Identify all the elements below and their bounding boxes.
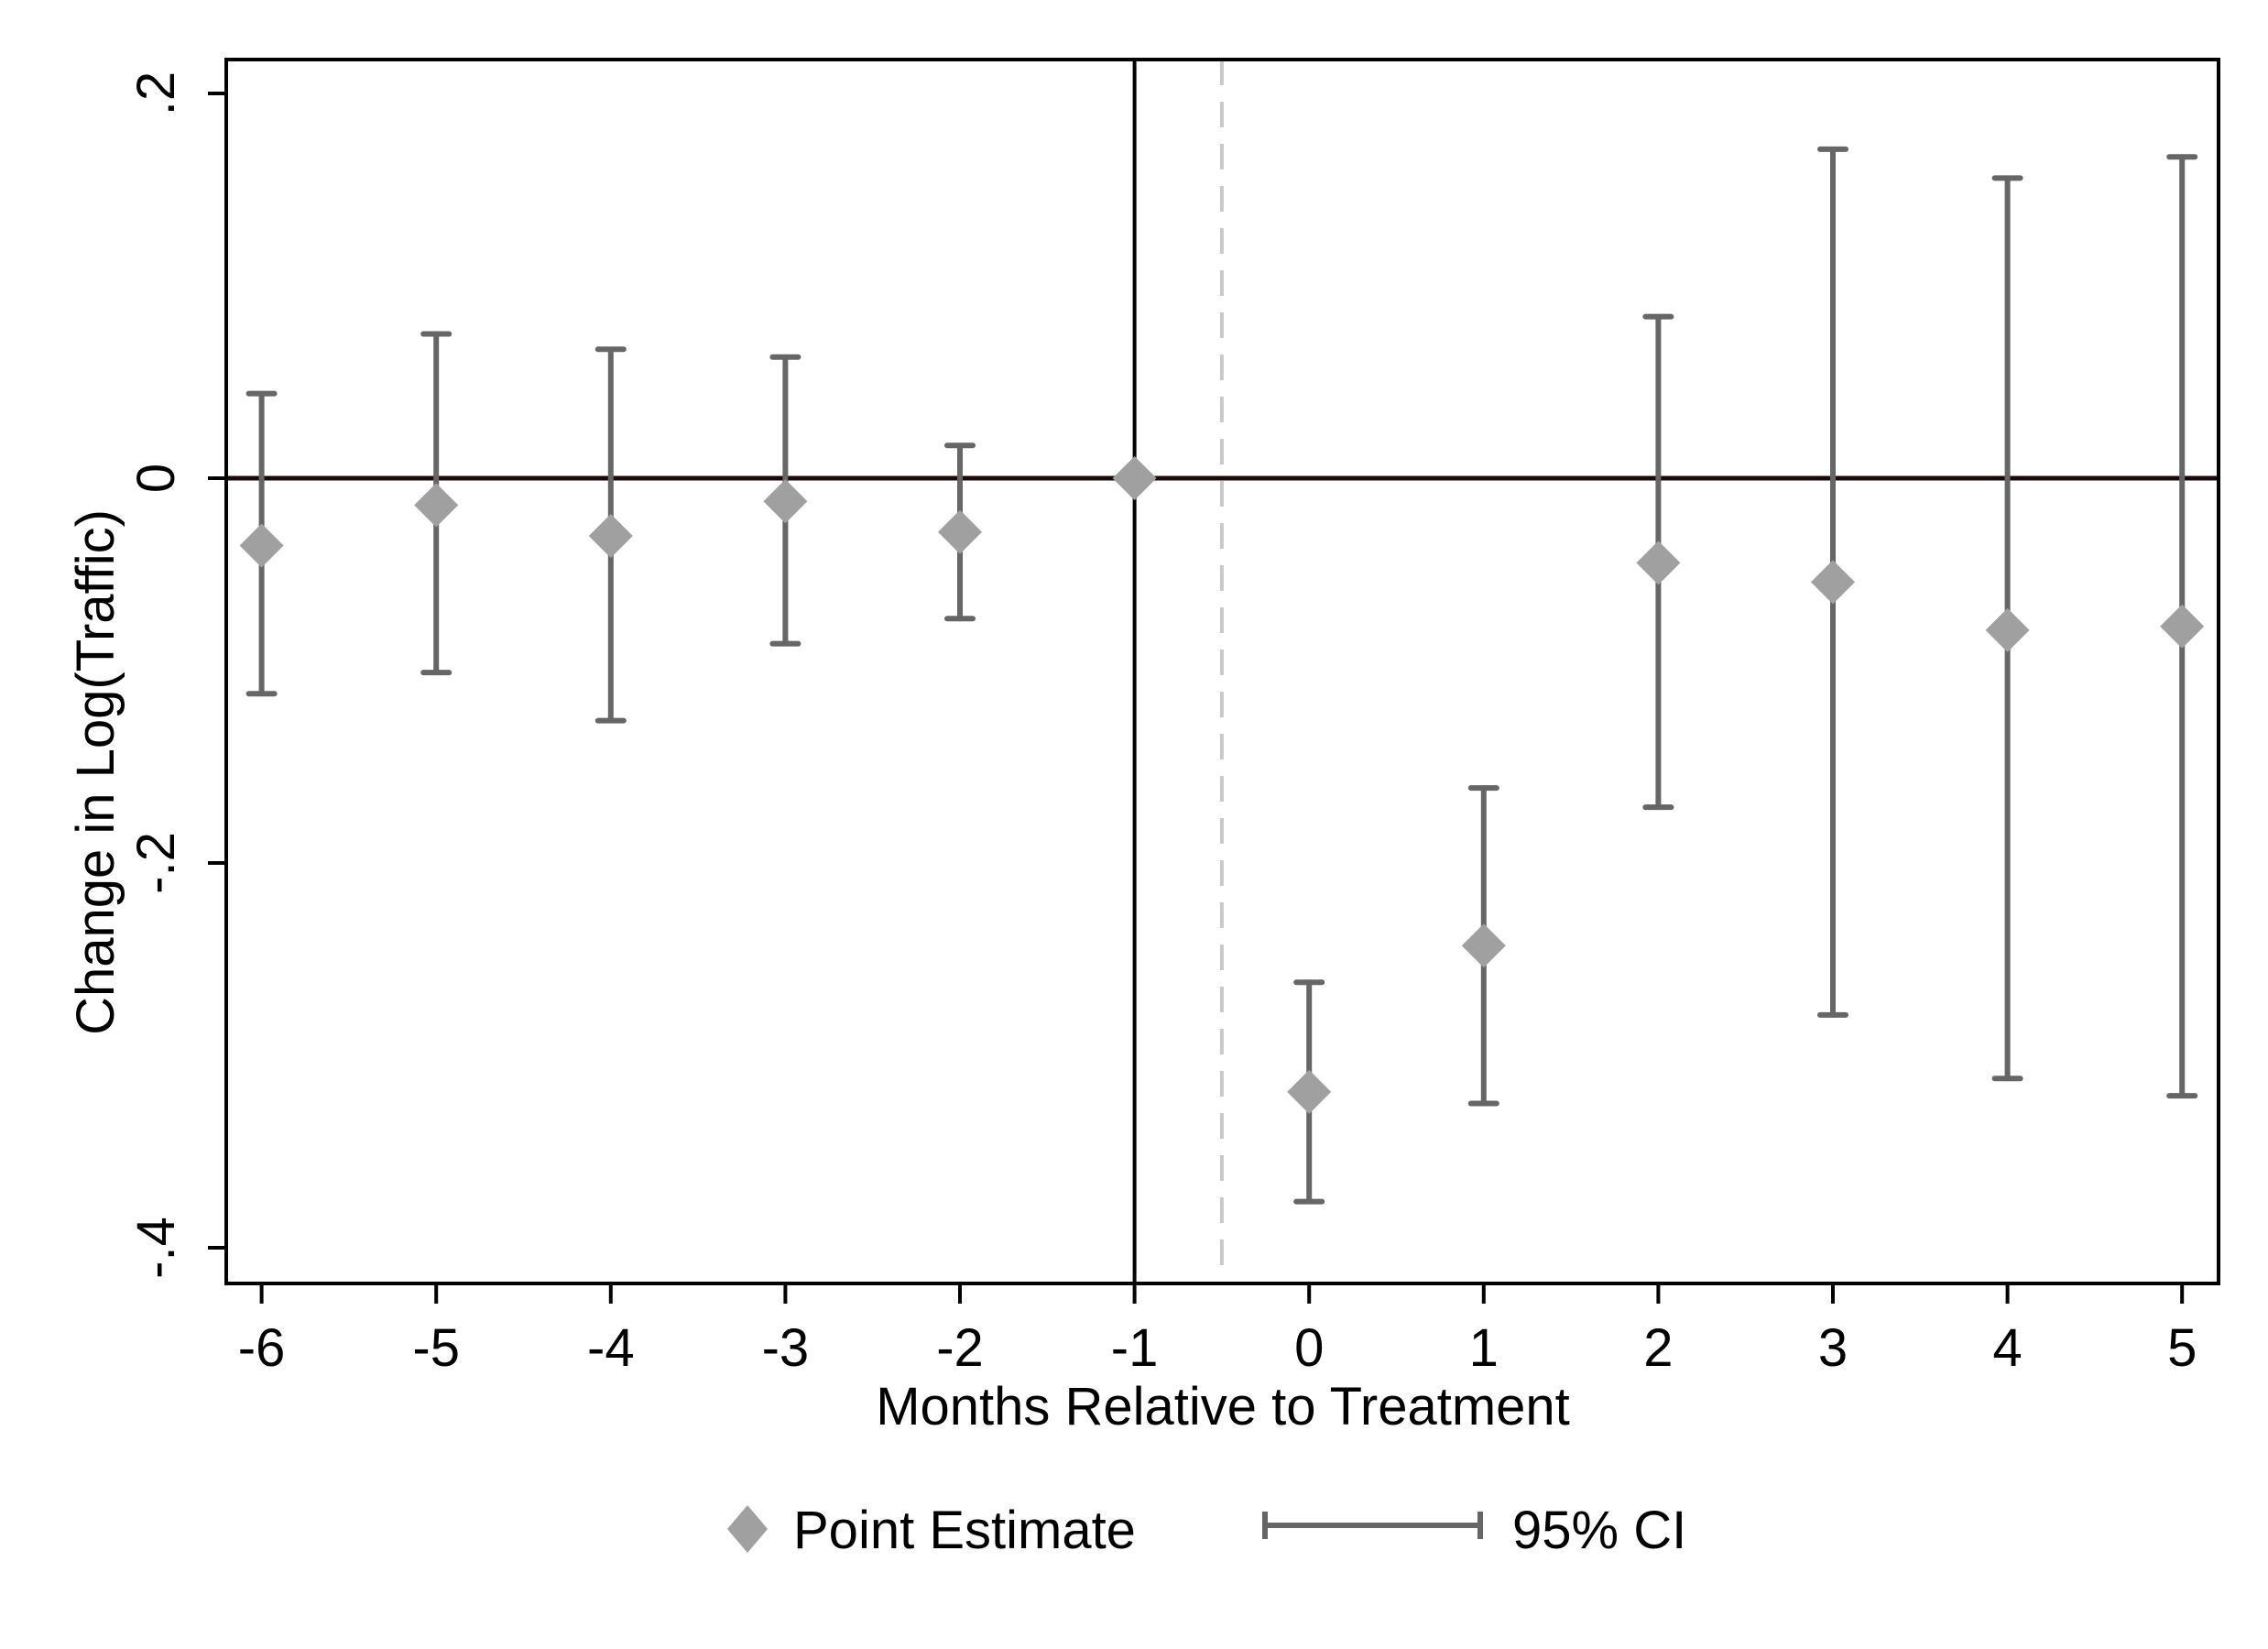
x-tick-label: -3 [762,1318,810,1378]
data-point [414,331,459,676]
data-point [1112,456,1157,500]
data-point [2160,154,2205,1099]
x-tick-label: -2 [936,1318,984,1378]
plot-area [226,60,2219,1283]
y-axis-label: Change in Log(Traffic) [66,509,125,1035]
data-point [763,354,808,647]
x-tick-label: 5 [2167,1318,2197,1378]
error-bar-icon [1262,1512,1483,1539]
legend-item-point-estimate: Point Estimate [727,1501,1136,1560]
x-tick-label: -5 [412,1318,460,1378]
plot-frame [224,58,2220,1285]
x-tick-label: 4 [1992,1318,2022,1378]
diamond-marker-icon [1287,1069,1332,1114]
diamond-marker-icon [1461,923,1506,968]
x-tick-label: -6 [238,1318,286,1378]
legend-item-ci: 95% CI [1262,1501,1686,1560]
x-tick-label: -1 [1111,1318,1159,1378]
diamond-marker-icon [1811,560,1855,605]
legend-label-ci: 95% CI [1512,1501,1686,1560]
diamond-marker-icon [1985,607,2030,652]
data-point [1811,146,1855,1018]
data-point [1461,785,1506,1107]
data-point [1985,175,2030,1082]
x-tick-label: 3 [1818,1318,1848,1378]
data-point [588,346,633,724]
diamond-marker-icon [2160,604,2205,649]
x-tick-label: -4 [587,1318,635,1378]
diamond-marker-icon [588,514,633,558]
diamond-marker-icon [1636,541,1681,585]
x-tick-label: 0 [1294,1318,1324,1378]
diamond-marker-icon [239,523,284,568]
legend-label-point-estimate: Point Estimate [793,1501,1136,1560]
y-tick-label: -.4 [126,1217,186,1279]
legend: Point Estimate 95% CI [727,1501,1686,1560]
diamond-marker-icon [727,1505,768,1553]
data-point [1287,979,1332,1205]
y-tick-label: .2 [126,71,186,115]
diamond-marker-icon [414,483,459,528]
y-tick-label: 0 [126,464,186,493]
x-axis-label: Months Relative to Treatment [876,1377,1570,1436]
data-point [239,390,284,697]
y-tick-label: -.2 [126,832,186,894]
axes: .2 0 -.2 -.4 -6 -5 -4 -3 -2 -1 0 1 2 3 4 5 [126,58,2220,1378]
diamond-marker-icon [763,479,808,524]
x-tick-label: 1 [1469,1318,1499,1378]
data-point [1636,313,1681,811]
data-point [938,442,982,622]
diamond-marker-icon [1112,456,1157,500]
diamond-marker-icon [938,509,982,554]
x-tick-label: 2 [1643,1318,1673,1378]
